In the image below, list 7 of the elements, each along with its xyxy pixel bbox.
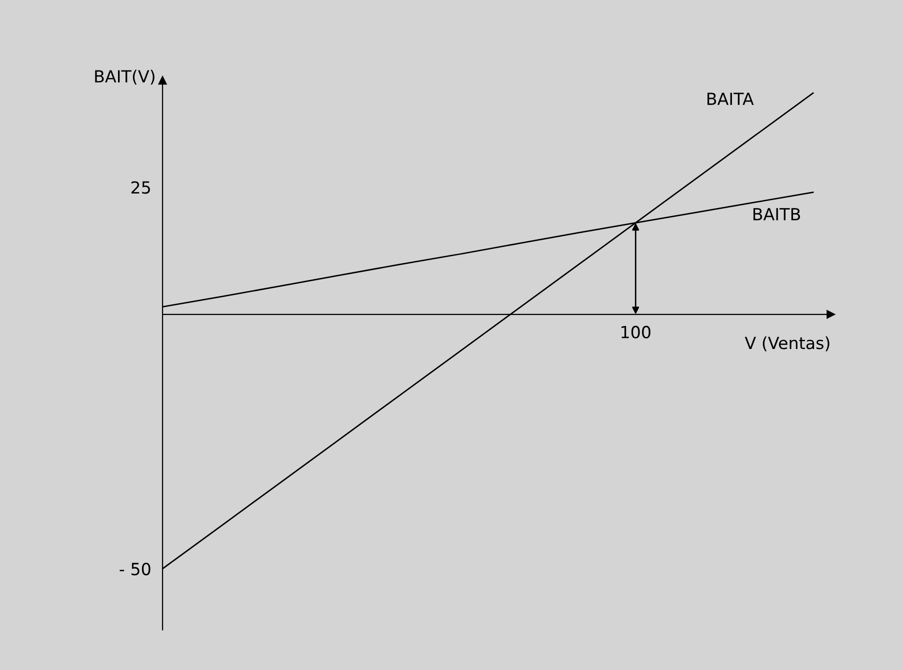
series-label: BAITA — [707, 92, 754, 105]
x-axis-title: V (Ventas) — [744, 336, 830, 352]
y-tick-label: - 50 — [120, 562, 150, 576]
series-label: BAITB — [753, 208, 800, 220]
y-tick-label: 25 — [131, 181, 150, 194]
x-tick-label: 100 — [622, 326, 650, 338]
y-axis-title: BAIT(V) — [95, 70, 154, 85]
